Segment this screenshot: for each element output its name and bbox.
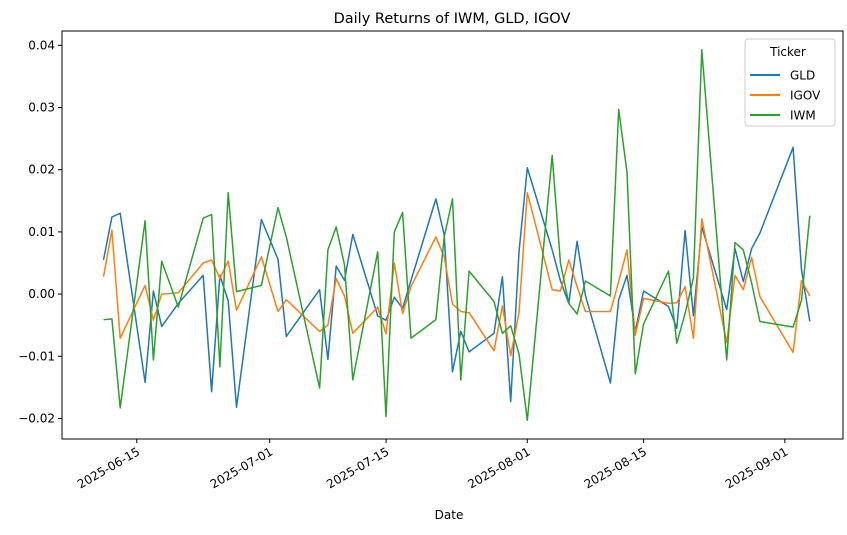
chart-title: Daily Returns of IWM, GLD, IGOV	[334, 11, 571, 27]
x-tick-label: 2025-09-01	[723, 444, 790, 491]
y-axis: −0.02 −0.01 0.00 0.01 0.02 0.03 0.04	[18, 38, 62, 425]
legend-label-gld: GLD	[790, 69, 815, 83]
plot-frame	[62, 31, 843, 439]
y-tick-label: −0.01	[18, 349, 55, 363]
y-tick-label: 0.02	[28, 163, 55, 177]
x-tick-label: 2025-08-15	[582, 444, 649, 491]
x-tick-label: 2025-07-15	[324, 444, 391, 491]
x-axis: 2025-06-15 2025-07-01 2025-07-15 2025-08-01…	[75, 439, 790, 491]
y-tick-label: 0.00	[28, 287, 55, 301]
y-tick-label: 0.03	[28, 101, 55, 115]
y-tick-label: 0.04	[28, 38, 55, 52]
x-tick-label: 2025-06-15	[75, 444, 142, 491]
x-axis-label: Date	[435, 508, 464, 522]
y-tick-label: 0.01	[28, 225, 55, 239]
legend-label-iwm: IWM	[790, 109, 816, 123]
legend-title: Ticker	[769, 45, 806, 59]
legend-label-igov: IGOV	[790, 89, 821, 103]
legend: Ticker GLD IGOV IWM	[745, 39, 835, 126]
y-tick-label: −0.02	[18, 411, 55, 425]
series-lines	[104, 50, 810, 421]
x-tick-label: 2025-07-01	[208, 444, 275, 491]
x-tick-label: 2025-08-01	[465, 444, 532, 491]
